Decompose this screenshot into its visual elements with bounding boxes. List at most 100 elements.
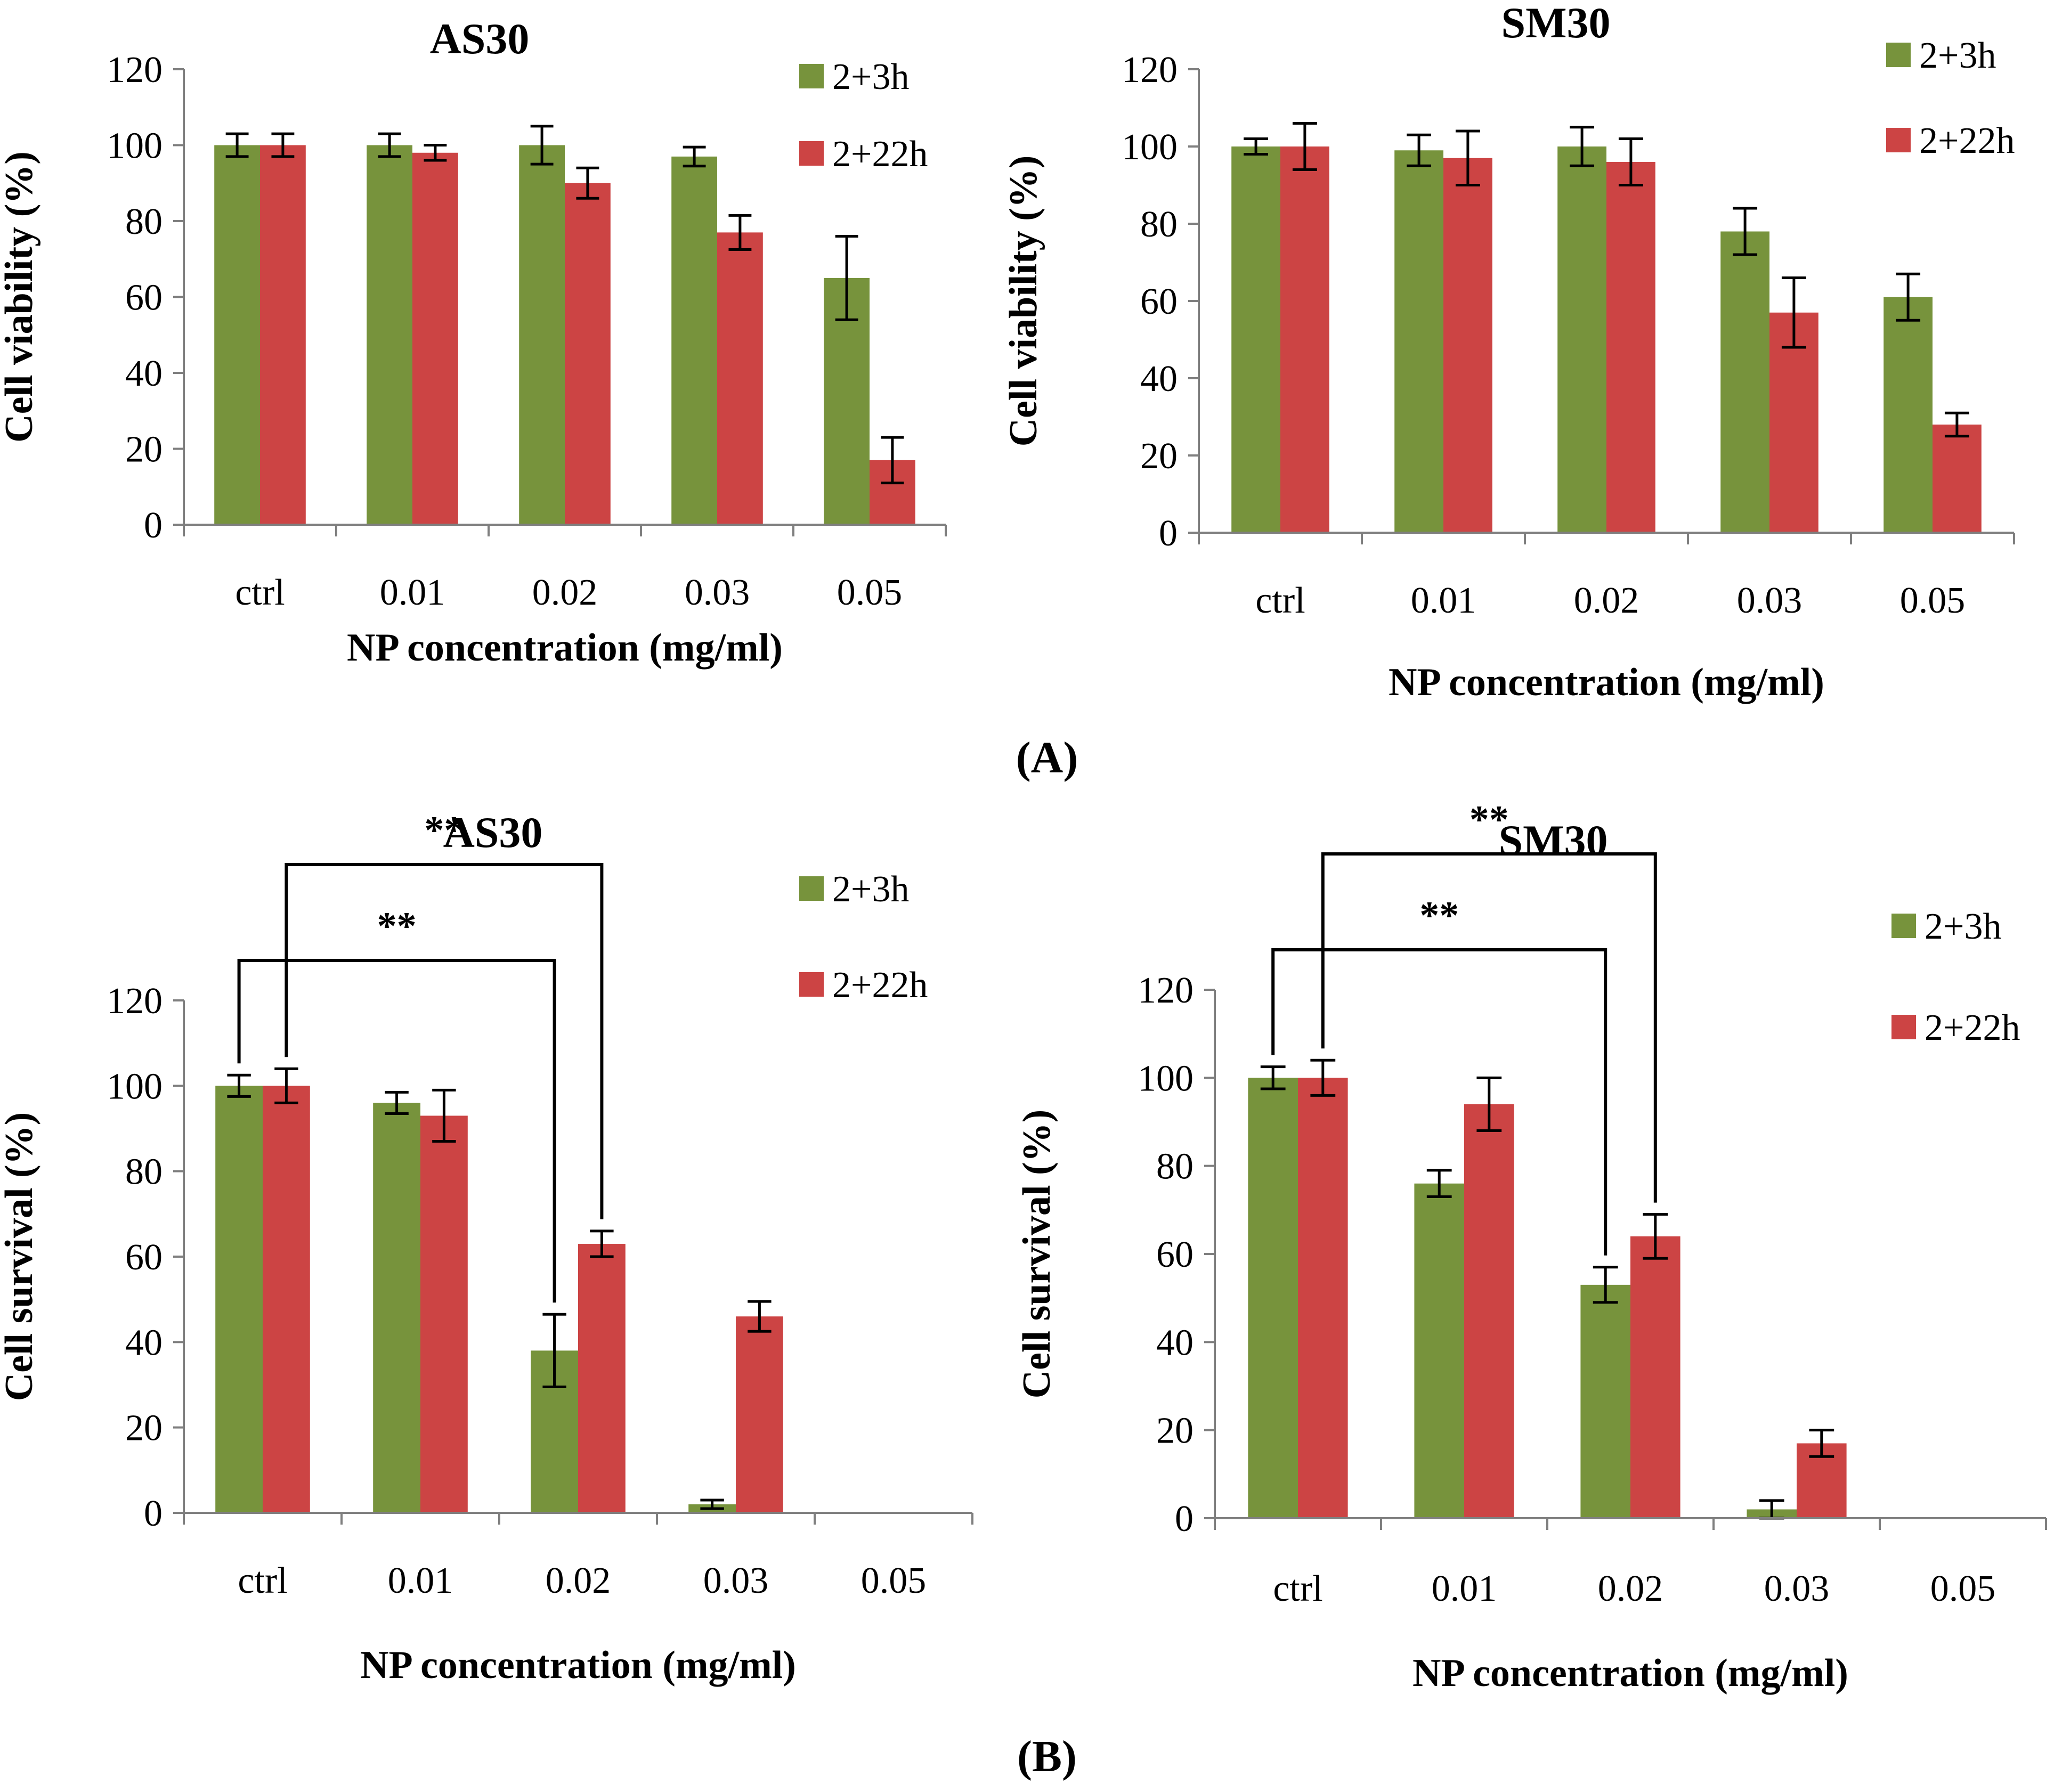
- significance-bracket: [1321, 852, 1657, 1203]
- legend-label-2-22h: 2+22h: [832, 134, 928, 175]
- x-tick-label: 0.03: [1737, 580, 1803, 621]
- bar-2-3h-ctrl: [1248, 1078, 1298, 1518]
- legend-label-2-22h: 2+22h: [1919, 120, 2015, 161]
- y-axis-label: Cell viability (%): [0, 151, 41, 443]
- y-tick-label: 120: [1138, 970, 1194, 1011]
- y-tick-label: 0: [1159, 513, 1178, 554]
- legend-swatch-2-22h: [1891, 1015, 1916, 1039]
- bar-2-3h-0.02: [519, 145, 565, 525]
- x-tick-label: 0.05: [837, 572, 903, 613]
- x-tick-label: ctrl: [1273, 1568, 1322, 1609]
- chart-4: SM30 0 20 40 60 80 100 120 ctrl 0.01 0.02 0.03 0.05 N…: [1015, 798, 2047, 1695]
- bar-2-22h-0.02: [565, 183, 611, 525]
- x-tick-label: 0.01: [388, 1560, 453, 1601]
- bar-2-3h-ctrl: [1231, 146, 1280, 533]
- bar-2-3h-0.01: [373, 1103, 420, 1513]
- y-tick-label: 0: [144, 505, 163, 546]
- bar-2-22h-ctrl: [1298, 1078, 1348, 1518]
- y-tick-label: 80: [1140, 204, 1178, 245]
- y-tick-label: 20: [1140, 436, 1178, 477]
- significance-bracket: [237, 959, 556, 1303]
- bar-2-22h-0.01: [1443, 158, 1492, 533]
- legend-label-2-22h: 2+22h: [832, 965, 928, 1006]
- significance-bracket: [285, 863, 604, 1219]
- x-tick-label: 0.01: [1432, 1568, 1497, 1609]
- x-tick-label: 0.05: [1900, 580, 1966, 621]
- chart-title: AS30: [430, 14, 530, 63]
- x-axis-label: NP concentration (mg/ml): [1412, 1651, 1848, 1695]
- y-tick-label: 60: [1156, 1234, 1194, 1275]
- significance-label: **: [424, 809, 464, 852]
- bar-2-3h-0.01: [1414, 1183, 1464, 1518]
- bar-2-22h-0.05: [1933, 425, 1982, 533]
- y-tick-label: 80: [125, 1152, 163, 1193]
- chart-title: AS30: [443, 808, 543, 857]
- x-axis-label: NP concentration (mg/ml): [360, 1643, 796, 1687]
- y-tick-label: 100: [107, 126, 163, 167]
- y-tick-label: 60: [125, 278, 163, 319]
- y-axis-label: Cell survival (%): [0, 1112, 41, 1402]
- bar-2-3h-0.03: [671, 156, 717, 525]
- chart-title: SM30: [1501, 0, 1611, 47]
- x-tick-label: 0.02: [546, 1560, 611, 1601]
- chart-3: AS30 0 20 40 60 80 100 120 ctrl 0.01 0.02 0.03 0.05 N…: [0, 808, 973, 1687]
- bar-2-22h-0.02: [578, 1243, 626, 1513]
- bar-2-22h-0.02: [1630, 1236, 1680, 1518]
- bar-2-22h-0.01: [1464, 1104, 1514, 1518]
- bar-2-22h-0.03: [1769, 312, 1818, 533]
- chart-2: SM30 0 20 40 60 80 100 120 ctrl 0.01 0.02 0.03 0.05 N…: [1002, 0, 2015, 704]
- legend-label-2-3h: 2+3h: [832, 869, 909, 910]
- legend-swatch-2-3h: [799, 876, 824, 901]
- legend-swatch-2-3h: [799, 64, 824, 88]
- bar-2-22h-0.03: [717, 232, 763, 525]
- y-axis-label: Cell viability (%): [1002, 156, 1045, 447]
- x-tick-label: 0.03: [703, 1560, 769, 1601]
- y-tick-label: 120: [1122, 50, 1178, 91]
- x-axis-label: NP concentration (mg/ml): [347, 626, 783, 670]
- y-axis-label: Cell survival (%): [1015, 1110, 1059, 1399]
- legend-label-2-3h: 2+3h: [1919, 35, 1996, 76]
- x-tick-label: 0.02: [1598, 1568, 1663, 1609]
- y-tick-label: 20: [1156, 1411, 1194, 1452]
- bar-2-22h-ctrl: [1280, 146, 1329, 533]
- legend-label-2-22h: 2+22h: [1925, 1007, 2020, 1048]
- y-tick-label: 100: [1122, 127, 1178, 168]
- panel-label-a: (A): [1016, 733, 1078, 783]
- y-tick-label: 60: [1140, 281, 1178, 322]
- chart-title: SM30: [1499, 816, 1608, 865]
- legend-swatch-2-3h: [1886, 43, 1911, 67]
- y-tick-label: 40: [1140, 359, 1178, 400]
- bar-2-3h-ctrl: [215, 1086, 263, 1513]
- y-tick-label: 0: [144, 1493, 163, 1534]
- y-tick-label: 80: [125, 201, 163, 242]
- bar-2-3h-0.02: [1557, 146, 1606, 533]
- y-tick-label: 80: [1156, 1146, 1194, 1187]
- x-tick-label: 0.05: [861, 1560, 927, 1601]
- bar-2-3h-0.05: [1883, 297, 1933, 533]
- bar-2-22h-ctrl: [260, 145, 306, 525]
- x-tick-label: 0.03: [685, 572, 750, 613]
- legend-swatch-2-22h: [799, 972, 824, 997]
- significance-label: **: [1419, 894, 1459, 938]
- y-tick-label: 120: [107, 50, 163, 91]
- x-tick-label: ctrl: [1255, 580, 1305, 621]
- x-tick-label: 0.02: [1574, 580, 1639, 621]
- bar-2-3h-0.02: [1580, 1284, 1630, 1518]
- x-tick-label: ctrl: [235, 572, 285, 613]
- bar-2-22h-0.03: [736, 1316, 783, 1513]
- chart-1: AS30 0 20 40 60 80 100 120 ctrl 0.01 0.02 0.03 0.05 N…: [0, 14, 947, 670]
- bar-2-3h-0.03: [1720, 231, 1769, 533]
- y-tick-label: 20: [125, 429, 163, 470]
- x-tick-label: 0.01: [380, 572, 445, 613]
- x-axis-label: NP concentration (mg/ml): [1389, 661, 1824, 704]
- y-tick-label: 0: [1175, 1498, 1194, 1540]
- y-tick-label: 100: [1138, 1058, 1194, 1099]
- significance-label: **: [377, 905, 417, 948]
- x-tick-label: 0.02: [532, 572, 598, 613]
- y-tick-label: 40: [125, 353, 163, 394]
- y-tick-label: 120: [107, 981, 163, 1022]
- x-tick-label: ctrl: [238, 1560, 287, 1601]
- x-tick-label: 0.01: [1411, 580, 1476, 621]
- x-tick-label: 0.05: [1930, 1568, 1996, 1609]
